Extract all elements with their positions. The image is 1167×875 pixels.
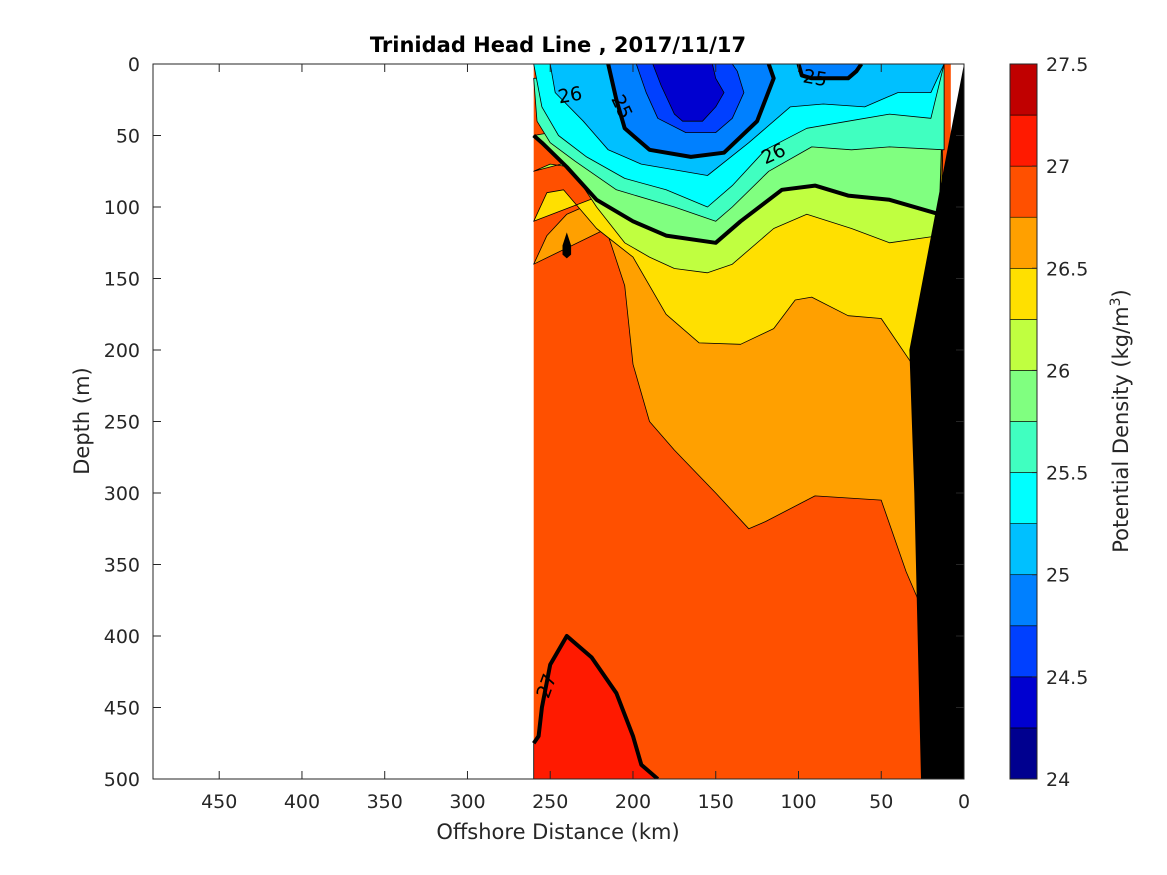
x-tick-label: 200 bbox=[615, 791, 651, 813]
colorbar-swatch bbox=[1009, 165, 1038, 218]
colorbar-swatch bbox=[1009, 216, 1038, 269]
colorbar-tick-label: 24.5 bbox=[1046, 667, 1088, 689]
colorbar-label-superscript: 3 bbox=[1108, 297, 1124, 306]
contour-line-25-1 bbox=[606, 64, 776, 159]
contour-label-3: 25 bbox=[801, 65, 829, 91]
colorbar-tick-label: 24 bbox=[1046, 769, 1070, 791]
colorbar: 24 24.5 25 25.5 26 26.5 27 27.5 bbox=[1009, 54, 1088, 791]
colorbar-tick-label: 25.5 bbox=[1046, 463, 1088, 485]
colorbar-label-main: Potential Density (kg/m bbox=[1109, 306, 1133, 552]
bathymetry-shape bbox=[909, 64, 964, 779]
y-tick-label: 200 bbox=[104, 340, 140, 362]
colorbar-tick-label: 26 bbox=[1046, 360, 1070, 382]
contour-loop-26-75 bbox=[562, 232, 572, 259]
y-tick-label: 50 bbox=[116, 126, 140, 148]
x-tick-label: 0 bbox=[958, 791, 970, 813]
colorbar-tick-label: 27.5 bbox=[1046, 54, 1088, 76]
colorbar-swatch bbox=[1009, 370, 1038, 422]
colorbar-swatch bbox=[1009, 574, 1038, 627]
y-tick-label: 250 bbox=[104, 412, 140, 434]
y-tick-label: 0 bbox=[128, 54, 140, 76]
colorbar-swatch bbox=[1009, 267, 1038, 320]
colorbar-swatch bbox=[1009, 319, 1038, 371]
y-axis-label: Depth (m) bbox=[70, 367, 94, 474]
colorbar-swatch bbox=[1009, 625, 1038, 678]
colorbar-swatch bbox=[1009, 727, 1038, 780]
y-tick-label: 500 bbox=[104, 769, 140, 791]
x-tick-label: 250 bbox=[532, 791, 568, 813]
y-tick-label: 150 bbox=[104, 269, 140, 291]
colorbar-swatch bbox=[1009, 472, 1038, 524]
colorbar-label-end: ) bbox=[1109, 289, 1133, 297]
colorbar-swatch bbox=[1009, 63, 1038, 116]
x-axis-label: Offshore Distance (km) bbox=[436, 820, 679, 844]
colorbar-tick-label: 27 bbox=[1046, 156, 1070, 178]
contour-line-27-3 bbox=[532, 634, 660, 779]
contour-line-25-2 bbox=[796, 64, 864, 81]
y-tick-label: 350 bbox=[104, 555, 140, 577]
x-tick-label: 300 bbox=[449, 791, 485, 813]
colorbar-label: Potential Density (kg/m3) bbox=[1108, 289, 1133, 553]
y-axis: 0 50 100 150 200 250 300 350 400 450 500 bbox=[104, 54, 964, 791]
x-tick-label: 150 bbox=[698, 791, 734, 813]
y-tick-label: 300 bbox=[104, 483, 140, 505]
contour-label-0: 26 bbox=[556, 83, 584, 109]
contour-line-26-0 bbox=[532, 133, 940, 245]
colorbar-swatch bbox=[1009, 523, 1038, 576]
colorbar-swatch bbox=[1009, 676, 1038, 729]
chart-title: Trinidad Head Line , 2017/11/17 bbox=[370, 33, 746, 57]
x-tick-label: 100 bbox=[780, 791, 816, 813]
colorbar-frame bbox=[1009, 63, 1038, 780]
colorbar-swatch bbox=[1009, 421, 1038, 473]
colorbar-swatch bbox=[1009, 114, 1038, 167]
x-tick-label: 450 bbox=[201, 791, 237, 813]
x-tick-label: 400 bbox=[284, 791, 320, 813]
y-tick-label: 450 bbox=[104, 698, 140, 720]
x-axis: 450 400 350 300 250 200 150 100 50 0 bbox=[201, 64, 970, 813]
x-tick-label: 50 bbox=[869, 791, 893, 813]
y-tick-label: 400 bbox=[104, 626, 140, 648]
y-tick-label: 100 bbox=[104, 197, 140, 219]
density-band-24-5 bbox=[652, 64, 725, 122]
x-tick-label: 350 bbox=[367, 791, 403, 813]
colorbar-tick-label: 26.5 bbox=[1046, 258, 1088, 280]
colorbar-tick-label: 25 bbox=[1046, 565, 1070, 587]
